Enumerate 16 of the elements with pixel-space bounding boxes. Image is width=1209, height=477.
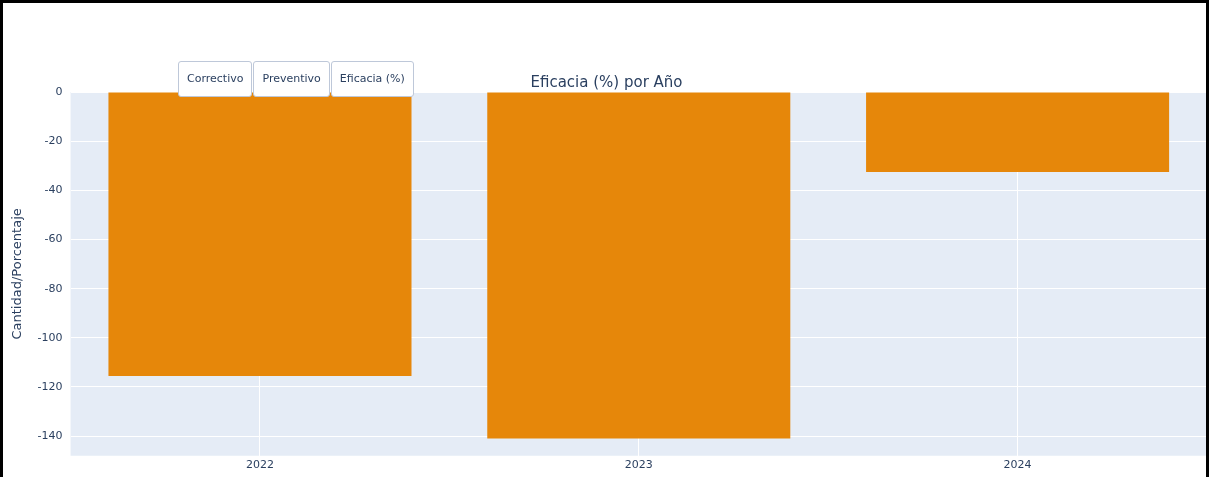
y-tick-label: -100 (37, 330, 63, 344)
text: Preventivo (253, 61, 330, 97)
y-tick-label: -80 (44, 281, 63, 295)
text: Eficacia (%) (330, 61, 414, 97)
y-tick-label: -120 (37, 379, 63, 393)
x-tick-label: 2022 (245, 458, 274, 472)
y-tick-label: -20 (44, 134, 63, 148)
x-tick-label: 2023 (624, 458, 653, 472)
chart-title: Eficacia (%) por Año (530, 72, 683, 91)
text: Correctivo (178, 61, 253, 97)
y-tick-label: -40 (44, 183, 63, 197)
y-tick-label: -60 (44, 232, 63, 246)
x-tick-label: 2024 (1003, 458, 1032, 472)
y-tick-label: -140 (37, 428, 63, 442)
y-axis-title: Cantidad/Porcentaje (9, 208, 25, 340)
y-tick-label: 0 (55, 84, 63, 98)
